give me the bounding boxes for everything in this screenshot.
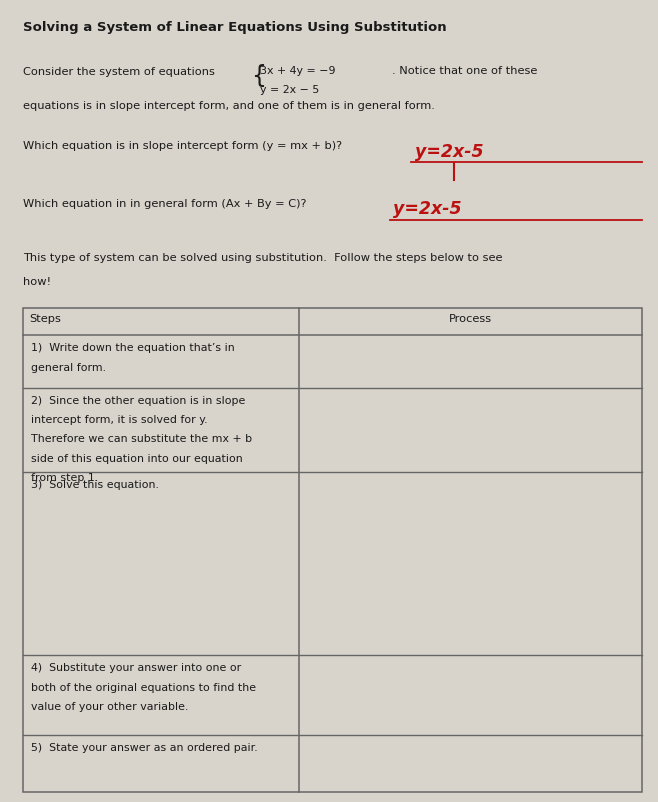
Text: y = 2x − 5: y = 2x − 5 — [260, 85, 319, 95]
Text: Steps: Steps — [30, 314, 61, 323]
Text: side of this equation into our equation: side of this equation into our equation — [31, 454, 243, 464]
Text: 5)  State your answer as an ordered pair.: 5) State your answer as an ordered pair. — [31, 743, 257, 753]
Text: Process: Process — [449, 314, 492, 323]
Text: y=2x-5: y=2x-5 — [415, 143, 483, 160]
Text: {: { — [251, 64, 266, 88]
Text: y=2x-5: y=2x-5 — [393, 200, 462, 218]
Text: equations is in slope intercept form, and one of them is in general form.: equations is in slope intercept form, an… — [23, 101, 435, 111]
Text: Therefore we can substitute the mx + b: Therefore we can substitute the mx + b — [31, 435, 252, 444]
Text: Consider the system of equations: Consider the system of equations — [23, 67, 215, 77]
Text: 2)  Since the other equation is in slope: 2) Since the other equation is in slope — [31, 396, 245, 406]
Text: This type of system can be solved using substitution.  Follow the steps below to: This type of system can be solved using … — [23, 253, 503, 263]
Text: how!: how! — [23, 277, 51, 287]
Text: intercept form, it is solved for y.: intercept form, it is solved for y. — [31, 415, 207, 425]
Text: Which equation is in slope intercept form (y = mx + b)?: Which equation is in slope intercept for… — [23, 141, 342, 151]
Text: general form.: general form. — [31, 363, 106, 372]
Text: 3)  Solve this equation.: 3) Solve this equation. — [31, 480, 159, 490]
Text: from step 1.: from step 1. — [31, 473, 98, 483]
Text: . Notice that one of these: . Notice that one of these — [392, 66, 537, 75]
Text: Solving a System of Linear Equations Using Substitution: Solving a System of Linear Equations Usi… — [23, 21, 447, 34]
Text: Which equation in in general form (Ax + By = C)?: Which equation in in general form (Ax + … — [23, 199, 307, 209]
Text: 3x + 4y = −9: 3x + 4y = −9 — [260, 66, 336, 75]
Text: both of the original equations to find the: both of the original equations to find t… — [31, 683, 256, 692]
Text: 1)  Write down the equation that’s in: 1) Write down the equation that’s in — [31, 343, 235, 353]
Text: 4)  Substitute your answer into one or: 4) Substitute your answer into one or — [31, 663, 241, 673]
Text: value of your other variable.: value of your other variable. — [31, 702, 188, 711]
